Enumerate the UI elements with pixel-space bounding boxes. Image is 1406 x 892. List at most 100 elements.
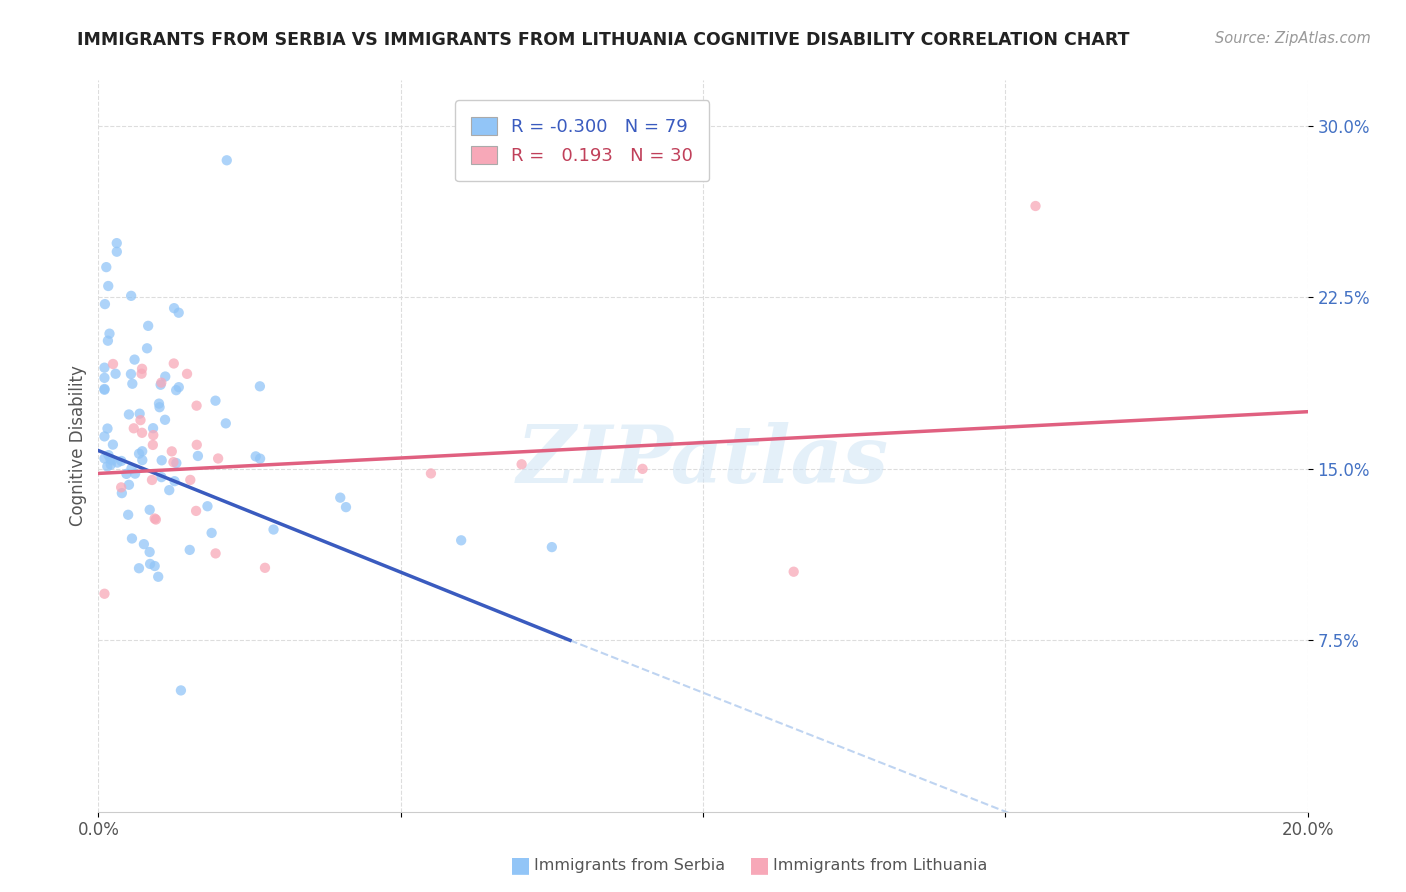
Point [215, 153, 238, 168]
Point [150, 470, 173, 484]
Point [155, 369, 177, 384]
Point [149, 377, 172, 392]
Point [335, 500, 357, 515]
Point [163, 301, 186, 315]
Point [105, 244, 128, 259]
Point [143, 511, 166, 525]
Point [107, 456, 129, 470]
Point [110, 480, 132, 494]
Point [96, 459, 118, 474]
Text: ■: ■ [749, 855, 769, 875]
Point [124, 352, 146, 367]
Point [117, 508, 139, 522]
Point [100, 452, 122, 467]
Point [163, 474, 186, 488]
Point [170, 683, 193, 698]
Point [186, 438, 208, 452]
Point [122, 421, 145, 435]
Point [249, 451, 271, 466]
Point [157, 483, 180, 497]
Point [204, 546, 226, 560]
Legend: R = -0.300   N = 79, R =   0.193   N = 30: R = -0.300 N = 79, R = 0.193 N = 30 [456, 100, 709, 181]
Point [131, 453, 153, 467]
Point [97, 334, 120, 348]
Point [148, 570, 170, 584]
Point [160, 444, 183, 458]
Point [138, 545, 160, 559]
Text: Immigrants from Lithuania: Immigrants from Lithuania [773, 858, 987, 872]
Point [101, 357, 124, 371]
Point [142, 428, 165, 442]
Point [150, 376, 173, 390]
Point [93, 360, 115, 375]
Point [110, 454, 132, 468]
Point [129, 413, 152, 427]
Point [93, 451, 115, 466]
Point [253, 561, 276, 575]
Text: ■: ■ [510, 855, 530, 875]
Point [176, 367, 198, 381]
Point [138, 503, 160, 517]
Y-axis label: Cognitive Disability: Cognitive Disability [69, 366, 87, 526]
Point [115, 467, 138, 481]
Point [179, 542, 201, 557]
Point [510, 458, 533, 472]
Point [148, 396, 170, 410]
Point [165, 383, 187, 397]
Point [93, 587, 115, 601]
Point [118, 477, 141, 491]
Point [783, 565, 806, 579]
Point [104, 367, 127, 381]
Point [93, 382, 115, 396]
Point [148, 401, 170, 415]
Point [97, 279, 120, 293]
Point [118, 408, 141, 422]
Point [94, 297, 117, 311]
Point [1024, 199, 1046, 213]
Point [111, 486, 134, 500]
Point [131, 425, 153, 440]
Point [131, 444, 153, 458]
Point [96, 260, 118, 274]
Point [128, 561, 150, 575]
Point [165, 456, 187, 470]
Point [100, 458, 122, 472]
Point [141, 473, 163, 487]
Point [167, 306, 190, 320]
Point [96, 421, 118, 435]
Point [142, 438, 165, 452]
Point [121, 461, 143, 475]
Point [93, 383, 115, 397]
Point [163, 356, 186, 370]
Point [215, 417, 238, 431]
Point [245, 450, 267, 464]
Point [204, 393, 226, 408]
Point [128, 447, 150, 461]
Point [201, 525, 224, 540]
Text: Source: ZipAtlas.com: Source: ZipAtlas.com [1215, 31, 1371, 46]
Point [121, 532, 143, 546]
Point [120, 367, 142, 381]
Point [105, 236, 128, 251]
Point [101, 453, 124, 467]
Point [142, 421, 165, 435]
Point [186, 399, 208, 413]
Point [124, 467, 146, 481]
Point [98, 326, 121, 341]
Point [136, 341, 159, 355]
Point [153, 413, 176, 427]
Point [131, 361, 153, 376]
Point [207, 451, 229, 466]
Point [131, 367, 153, 381]
Text: Immigrants from Serbia: Immigrants from Serbia [534, 858, 725, 872]
Point [249, 379, 271, 393]
Point [329, 491, 352, 505]
Point [631, 462, 654, 476]
Point [420, 467, 443, 481]
Point [263, 523, 285, 537]
Point [93, 371, 115, 385]
Point [145, 512, 167, 526]
Point [139, 557, 162, 571]
Point [450, 533, 472, 548]
Point [197, 500, 219, 514]
